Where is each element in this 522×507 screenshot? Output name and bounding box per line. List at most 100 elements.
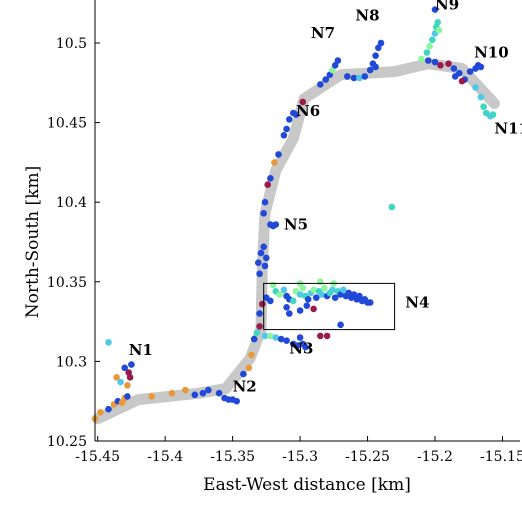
data-point xyxy=(466,68,474,75)
data-point xyxy=(290,297,297,305)
data-point xyxy=(256,270,263,278)
data-point xyxy=(105,405,112,413)
node-label: N1 xyxy=(129,341,153,359)
data-point xyxy=(259,300,266,308)
data-point xyxy=(105,339,112,346)
data-point xyxy=(124,382,131,389)
data-point xyxy=(256,323,263,330)
data-point xyxy=(124,393,131,400)
node-label: N8 xyxy=(355,7,379,25)
data-point xyxy=(418,55,425,63)
data-point xyxy=(261,262,269,270)
data-point xyxy=(148,393,155,400)
data-point xyxy=(340,286,347,294)
data-point xyxy=(299,98,307,106)
data-point xyxy=(489,111,497,118)
data-point xyxy=(377,39,385,47)
data-point xyxy=(191,391,199,399)
data-point xyxy=(372,63,379,71)
x-tick-label: -15.3 xyxy=(282,449,318,465)
data-point xyxy=(263,254,270,262)
data-point xyxy=(435,26,443,34)
x-tick-label: -15.35 xyxy=(210,449,255,465)
data-point xyxy=(480,103,487,110)
data-point xyxy=(331,294,339,302)
data-point xyxy=(322,76,330,83)
y-axis-label: North-South [km] xyxy=(23,166,43,318)
x-tick-label: -15.45 xyxy=(75,449,120,465)
data-point xyxy=(286,116,293,123)
data-point xyxy=(329,66,336,74)
data-point xyxy=(264,181,272,188)
data-point xyxy=(126,374,134,381)
data-point xyxy=(261,332,269,340)
data-point xyxy=(334,57,342,64)
data-point xyxy=(168,389,176,397)
data-point xyxy=(429,36,436,44)
data-point xyxy=(280,286,288,294)
node-label: N5 xyxy=(284,215,308,233)
data-point xyxy=(296,291,304,298)
data-point xyxy=(472,84,479,91)
data-point xyxy=(356,74,363,82)
node-label: N9 xyxy=(435,0,459,14)
data-point xyxy=(317,278,324,286)
data-point xyxy=(240,370,247,378)
trajectory-path-layer xyxy=(92,58,500,425)
data-points-layer xyxy=(91,6,497,423)
data-point xyxy=(361,73,369,80)
data-point xyxy=(118,399,126,407)
y-tick-label: 10.45 xyxy=(47,116,87,132)
data-point xyxy=(450,65,458,72)
node-label: N7 xyxy=(311,24,335,42)
data-point xyxy=(286,310,293,317)
data-point xyxy=(318,291,326,298)
data-point xyxy=(253,329,261,337)
data-point xyxy=(426,42,433,50)
data-point xyxy=(437,62,444,69)
data-point xyxy=(283,125,290,133)
data-point xyxy=(294,342,301,349)
data-point xyxy=(271,159,278,166)
data-point xyxy=(267,175,274,182)
data-point xyxy=(276,291,284,298)
data-point xyxy=(431,58,439,66)
node-labels-layer: N1 N2 N3 N4 N5 N6 N7 N8 N9 N10 N11 xyxy=(129,0,522,396)
node-label: N4 xyxy=(405,293,429,311)
data-point xyxy=(256,310,263,317)
data-point xyxy=(321,284,328,292)
data-point xyxy=(254,259,262,267)
x-axis-label: East-West distance [km] xyxy=(203,475,411,495)
data-point xyxy=(375,44,382,52)
data-point xyxy=(267,297,274,305)
data-point xyxy=(372,52,379,59)
data-point xyxy=(280,132,288,139)
data-point xyxy=(233,397,240,405)
data-point xyxy=(121,364,128,372)
x-tick-label: -15.15 xyxy=(480,449,522,465)
node-label: N6 xyxy=(296,102,320,120)
data-point xyxy=(296,307,304,314)
node-label: N3 xyxy=(289,339,313,357)
y-tick-label: 10.5 xyxy=(56,36,87,52)
data-point xyxy=(451,73,459,80)
data-point xyxy=(323,332,331,340)
data-point xyxy=(128,361,135,368)
data-point xyxy=(425,57,432,64)
data-point xyxy=(317,81,324,88)
data-point xyxy=(303,302,311,310)
data-point xyxy=(477,63,485,71)
axes-layer: -15.45 -15.4 -15.35 -15.3 -15.25 -15.2 -15.15 1… xyxy=(47,0,522,465)
x-tick-label: -15.25 xyxy=(345,449,390,465)
data-point xyxy=(113,374,120,381)
data-point xyxy=(257,249,265,257)
data-point xyxy=(283,337,290,345)
y-tick-label: 10.35 xyxy=(47,275,87,291)
data-point xyxy=(329,286,336,294)
trajectory-path xyxy=(92,58,500,425)
data-point xyxy=(302,343,309,351)
data-point xyxy=(272,334,280,341)
data-point xyxy=(431,6,439,13)
data-point xyxy=(275,151,282,158)
